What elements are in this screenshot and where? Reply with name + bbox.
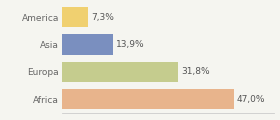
Text: 7,3%: 7,3% — [91, 13, 114, 22]
Bar — [62, 7, 88, 27]
Text: 31,8%: 31,8% — [181, 67, 210, 76]
Text: 47,0%: 47,0% — [237, 95, 265, 104]
Text: 13,9%: 13,9% — [116, 40, 144, 49]
Bar — [62, 34, 113, 55]
Bar — [62, 62, 178, 82]
Bar — [62, 89, 234, 109]
